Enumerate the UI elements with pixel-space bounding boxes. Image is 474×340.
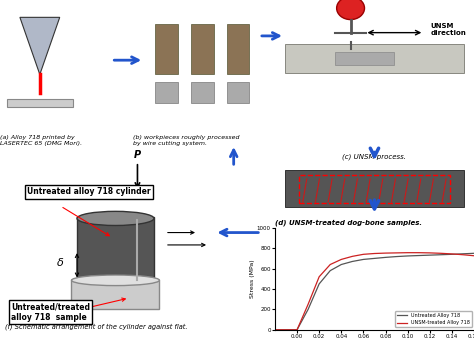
Bar bbox=[191, 82, 214, 103]
Polygon shape bbox=[20, 17, 60, 74]
Ellipse shape bbox=[77, 275, 154, 289]
UNSM-treated Alloy 718 bbox=[294, 328, 300, 332]
Untreated Alloy 718 bbox=[338, 262, 344, 267]
Untreated Alloy 718 bbox=[361, 257, 366, 261]
Circle shape bbox=[337, 0, 365, 20]
UNSM-treated Alloy 718 bbox=[316, 275, 322, 279]
Text: (b) workpieces roughly processed
by wire cutting system.: (b) workpieces roughly processed by wire… bbox=[133, 135, 239, 146]
Legend: Untreated Alloy 718, UNSM-treated Alloy 718: Untreated Alloy 718, UNSM-treated Alloy … bbox=[395, 311, 472, 327]
Untreated Alloy 718 bbox=[427, 253, 433, 257]
Text: Untreated alloy 718 cylinder: Untreated alloy 718 cylinder bbox=[27, 187, 151, 197]
Polygon shape bbox=[7, 99, 73, 107]
Untreated Alloy 718 bbox=[449, 252, 455, 256]
Bar bbox=[77, 217, 154, 284]
UNSM-treated Alloy 718 bbox=[394, 251, 400, 255]
Y-axis label: Stress (MPa): Stress (MPa) bbox=[250, 259, 255, 298]
Text: (c) UNSM process.: (c) UNSM process. bbox=[342, 153, 407, 160]
Untreated Alloy 718 bbox=[372, 256, 377, 260]
Untreated Alloy 718 bbox=[438, 253, 444, 257]
Bar bbox=[191, 24, 214, 74]
Untreated Alloy 718 bbox=[294, 328, 300, 332]
Untreated Alloy 718 bbox=[471, 251, 474, 255]
UNSM-treated Alloy 718 bbox=[305, 302, 311, 306]
UNSM-treated Alloy 718 bbox=[449, 252, 455, 256]
Text: UNSM
direction: UNSM direction bbox=[430, 23, 466, 36]
UNSM-treated Alloy 718 bbox=[349, 254, 355, 258]
Bar bbox=[227, 82, 249, 103]
Untreated Alloy 718 bbox=[349, 259, 355, 264]
Text: δ: δ bbox=[57, 258, 64, 268]
Text: (f) Schematic arrangement of the cylinder against flat.: (f) Schematic arrangement of the cylinde… bbox=[6, 323, 188, 330]
Bar bbox=[72, 280, 159, 309]
UNSM-treated Alloy 718 bbox=[471, 254, 474, 258]
Untreated Alloy 718 bbox=[460, 252, 466, 256]
Bar bbox=[285, 170, 464, 207]
Ellipse shape bbox=[77, 211, 154, 225]
UNSM-treated Alloy 718 bbox=[383, 251, 388, 255]
Text: (a) Alloy 718 printed by
LASERTEC 65 (DMG Mori).: (a) Alloy 718 printed by LASERTEC 65 (DM… bbox=[0, 135, 82, 146]
Bar bbox=[155, 82, 178, 103]
Untreated Alloy 718 bbox=[416, 254, 421, 258]
Untreated Alloy 718 bbox=[328, 269, 333, 273]
Untreated Alloy 718 bbox=[305, 307, 311, 311]
Untreated Alloy 718 bbox=[383, 255, 388, 259]
Bar bbox=[227, 24, 249, 74]
Bar bbox=[285, 44, 464, 73]
Line: Untreated Alloy 718: Untreated Alloy 718 bbox=[275, 253, 474, 330]
UNSM-treated Alloy 718 bbox=[372, 252, 377, 256]
Text: P: P bbox=[134, 150, 141, 160]
Untreated Alloy 718 bbox=[394, 255, 400, 259]
UNSM-treated Alloy 718 bbox=[405, 251, 410, 255]
UNSM-treated Alloy 718 bbox=[338, 257, 344, 261]
UNSM-treated Alloy 718 bbox=[361, 252, 366, 256]
Untreated Alloy 718 bbox=[316, 282, 322, 286]
UNSM-treated Alloy 718 bbox=[416, 251, 421, 255]
Text: (d) UNSM-treated dog-bone samples.: (d) UNSM-treated dog-bone samples. bbox=[275, 220, 422, 226]
Ellipse shape bbox=[72, 275, 159, 286]
Bar bbox=[335, 52, 394, 65]
Untreated Alloy 718 bbox=[272, 328, 278, 332]
Bar bbox=[299, 175, 450, 203]
Line: UNSM-treated Alloy 718: UNSM-treated Alloy 718 bbox=[275, 253, 474, 330]
UNSM-treated Alloy 718 bbox=[328, 262, 333, 267]
UNSM-treated Alloy 718 bbox=[460, 253, 466, 257]
UNSM-treated Alloy 718 bbox=[272, 328, 278, 332]
Text: Untreated/treated
alloy 718  sample: Untreated/treated alloy 718 sample bbox=[11, 302, 90, 322]
UNSM-treated Alloy 718 bbox=[427, 251, 433, 255]
Bar bbox=[155, 24, 178, 74]
UNSM-treated Alloy 718 bbox=[438, 251, 444, 255]
Untreated Alloy 718 bbox=[405, 254, 410, 258]
